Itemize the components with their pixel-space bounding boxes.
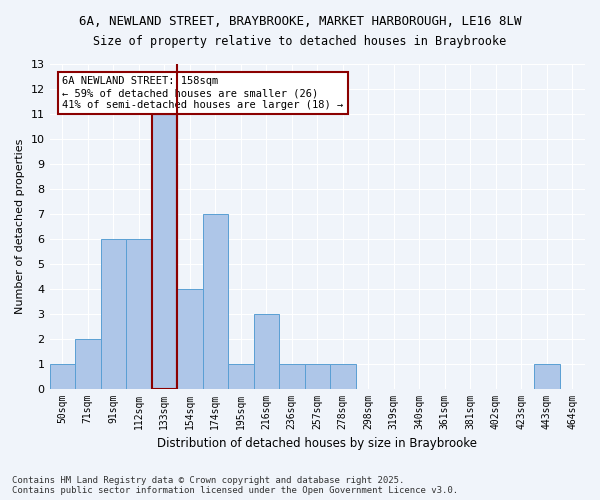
- Bar: [279, 364, 305, 388]
- Bar: [126, 239, 152, 388]
- Bar: [75, 338, 101, 388]
- Bar: [50, 364, 75, 388]
- Bar: [330, 364, 356, 388]
- Bar: [228, 364, 254, 388]
- Text: 6A NEWLAND STREET: 158sqm
← 59% of detached houses are smaller (26)
41% of semi-: 6A NEWLAND STREET: 158sqm ← 59% of detac…: [62, 76, 344, 110]
- Text: Size of property relative to detached houses in Braybrooke: Size of property relative to detached ho…: [94, 35, 506, 48]
- Bar: [254, 314, 279, 388]
- Bar: [203, 214, 228, 388]
- Bar: [177, 288, 203, 388]
- Text: Contains HM Land Registry data © Crown copyright and database right 2025.
Contai: Contains HM Land Registry data © Crown c…: [12, 476, 458, 495]
- Bar: [534, 364, 560, 388]
- Y-axis label: Number of detached properties: Number of detached properties: [15, 138, 25, 314]
- X-axis label: Distribution of detached houses by size in Braybrooke: Distribution of detached houses by size …: [157, 437, 477, 450]
- Text: 6A, NEWLAND STREET, BRAYBROOKE, MARKET HARBOROUGH, LE16 8LW: 6A, NEWLAND STREET, BRAYBROOKE, MARKET H…: [79, 15, 521, 28]
- Bar: [305, 364, 330, 388]
- Bar: [152, 114, 177, 388]
- Bar: [101, 239, 126, 388]
